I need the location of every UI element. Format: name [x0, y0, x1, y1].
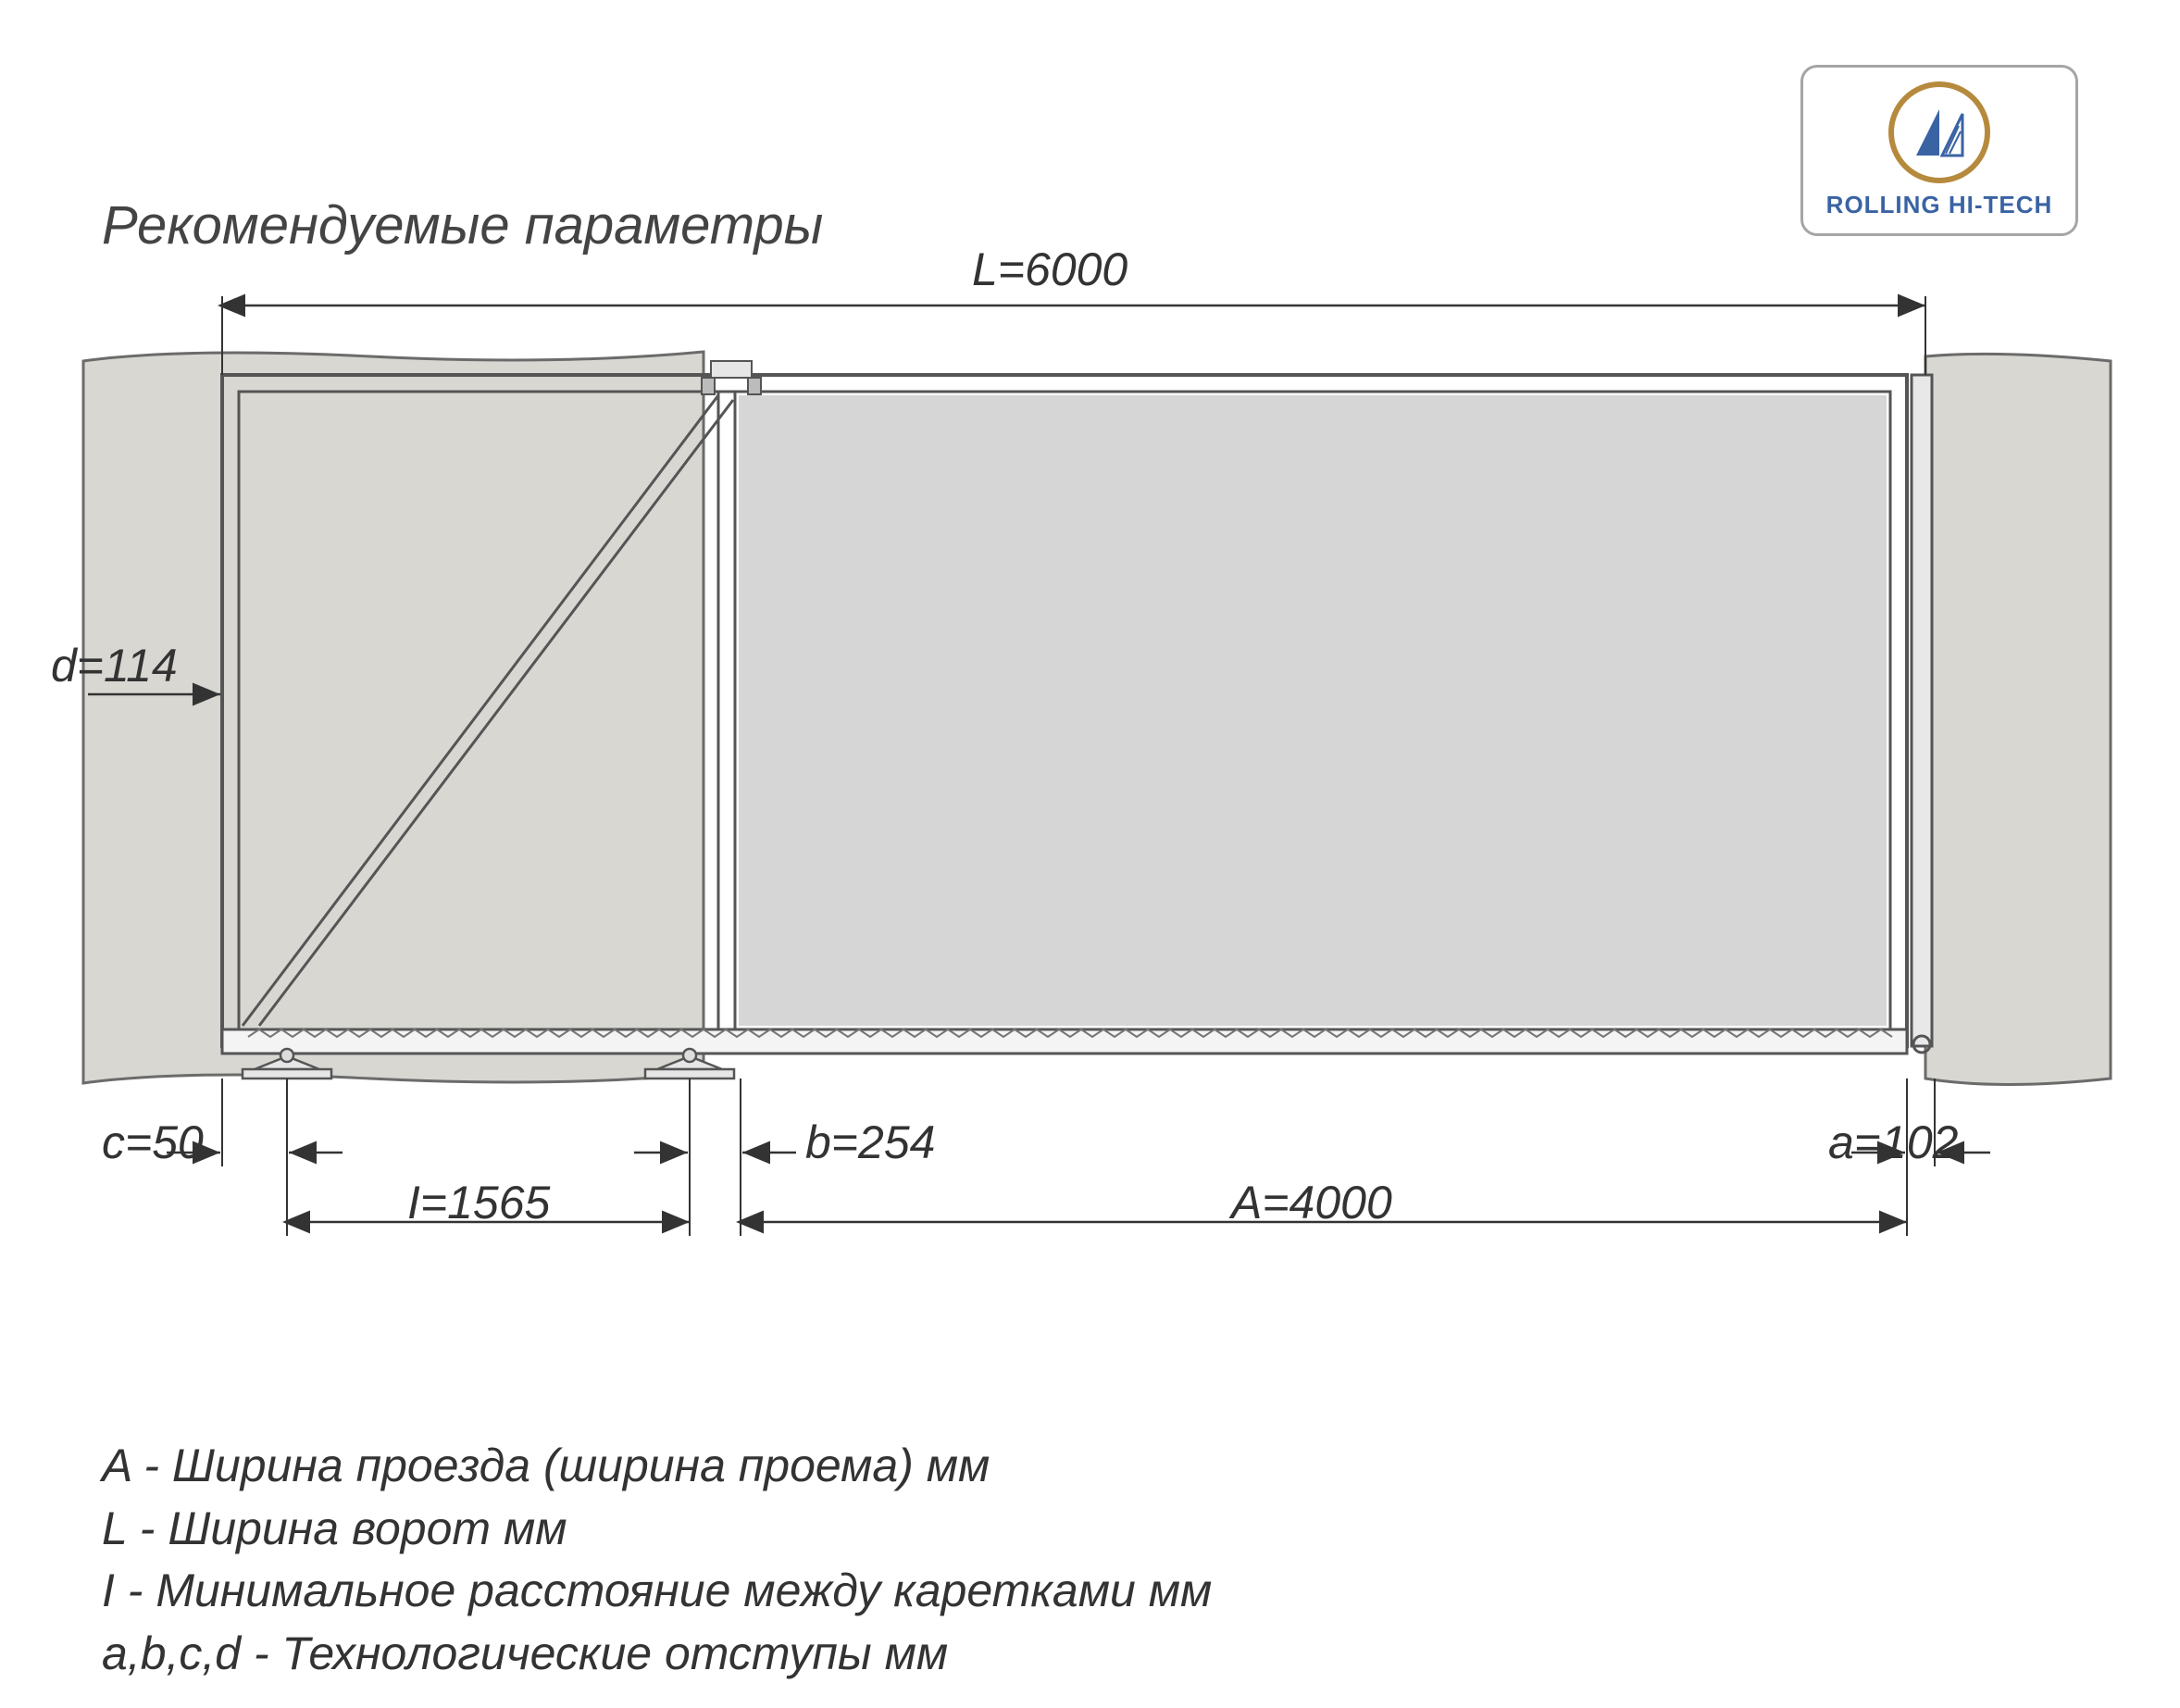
gate-panel [739, 395, 1887, 1026]
dim-label-c: c=50 [102, 1116, 204, 1169]
dim-label-b: b=254 [805, 1116, 935, 1169]
right-wall [1925, 354, 2111, 1084]
legend-abcd: a,b,c,d - Технологические отступы мм [102, 1623, 1212, 1686]
legend: A - Ширина проезда (ширина проема) мм L … [102, 1435, 1212, 1685]
brand-logo: ROLLING HI-TECH [1800, 65, 2078, 236]
dim-label-d: d=114 [51, 639, 178, 692]
receiver-post [1912, 375, 1932, 1046]
dim-label-a: a=102 [1828, 1116, 1958, 1169]
logo-icon [1888, 81, 1990, 183]
legend-A: A - Ширина проезда (ширина проема) мм [102, 1435, 1212, 1498]
dim-label-I: I=1565 [407, 1176, 550, 1229]
legend-I: I - Минимальное расстояние между каретка… [102, 1560, 1212, 1623]
left-wall [83, 352, 704, 1083]
logo-text: ROLLING HI-TECH [1826, 191, 2053, 219]
top-roller-bracket [702, 361, 761, 394]
legend-L: L - Ширина ворот мм [102, 1498, 1212, 1561]
gate-diagram: L=6000 d=114 c=50 b=254 a=102 I=1565 A=4… [0, 241, 2180, 1259]
dim-label-L: L=6000 [972, 243, 1127, 296]
dim-label-A: A=4000 [1231, 1176, 1392, 1229]
